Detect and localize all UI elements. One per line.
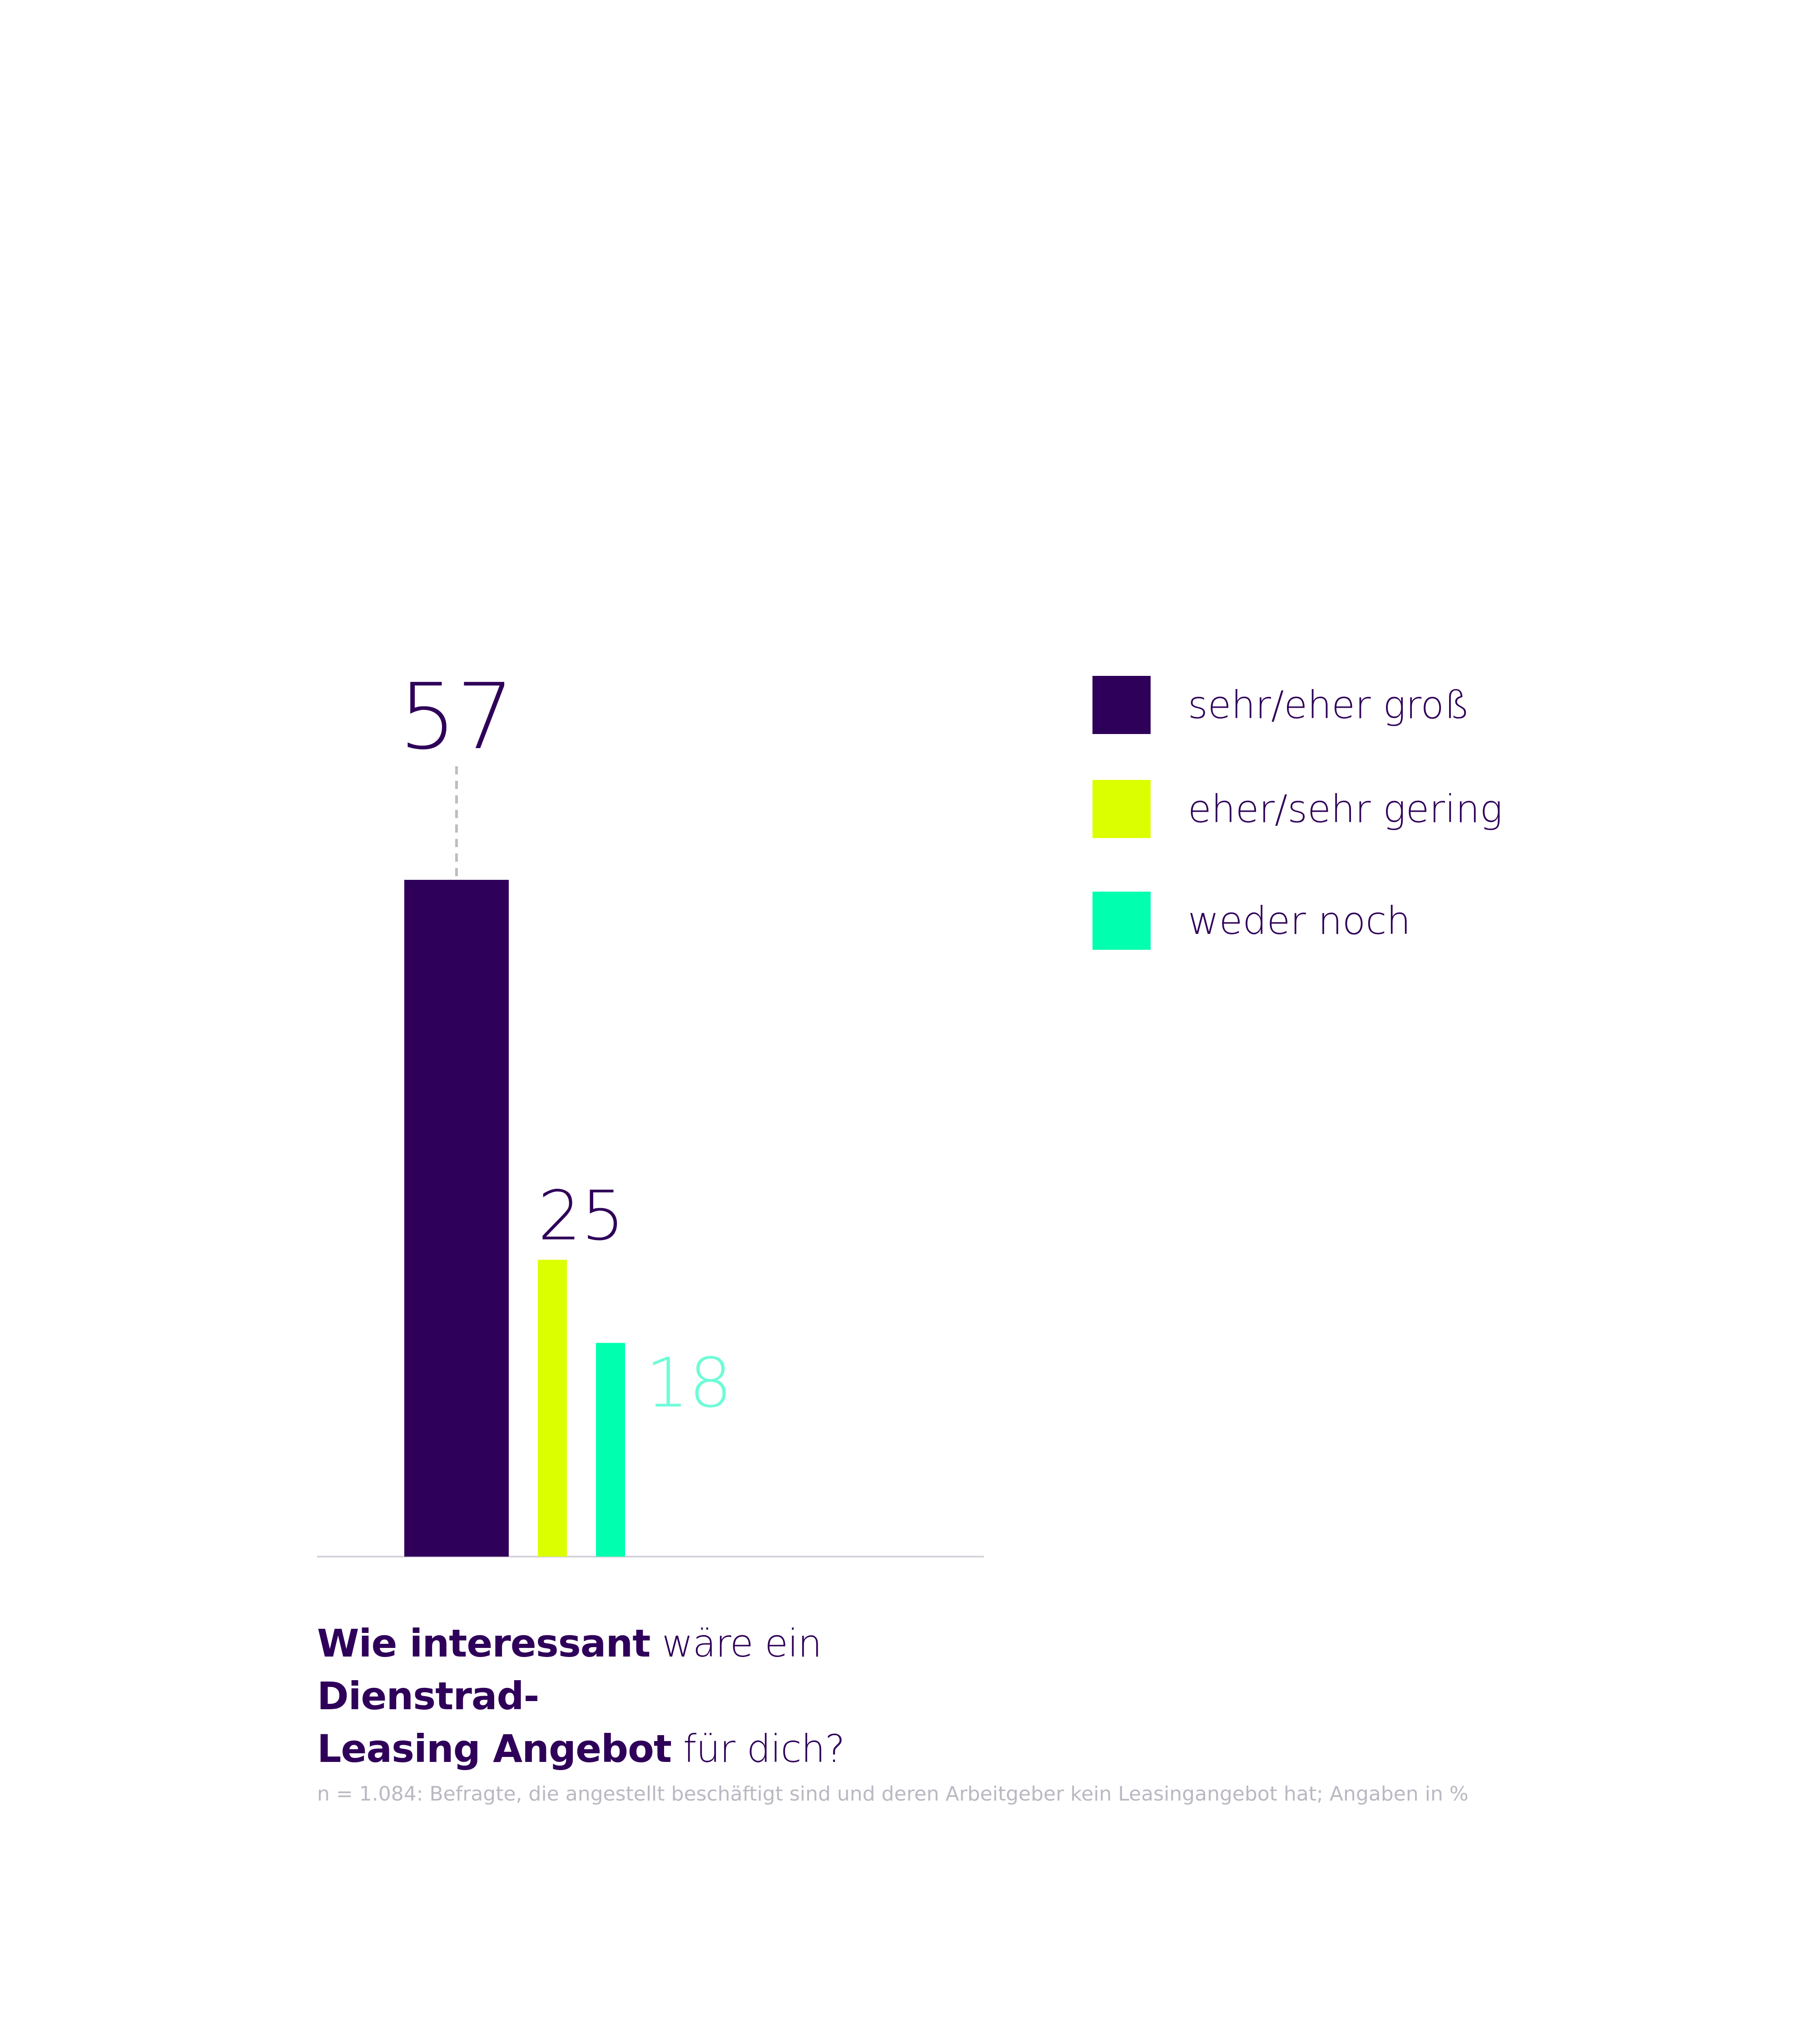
- question-emphasis: Wie interessant: [317, 1621, 650, 1666]
- value-label-eher-sehr-gering: 25: [538, 1176, 625, 1255]
- value-label-weder-noch: 18: [645, 1344, 732, 1423]
- bar-sehr-eher-gross: [404, 880, 509, 1557]
- value-label-sehr-eher-gross: 57: [399, 664, 515, 770]
- legend-label: eher/sehr gering: [1188, 787, 1503, 831]
- legend-item-eher-sehr-gering: eher/sehr gering: [1092, 779, 1503, 838]
- legend-swatch: [1092, 676, 1151, 734]
- question-emphasis: Dienstrad-: [317, 1674, 540, 1718]
- chart-question: Wie interessant wäre ein Dienstrad- Leasi…: [317, 1617, 1026, 1775]
- bar-eher-sehr-gering: [538, 1260, 567, 1557]
- bar-weder-noch: [596, 1343, 625, 1557]
- question-emphasis: Leasing Angebot: [317, 1726, 672, 1771]
- legend-swatch: [1092, 780, 1151, 838]
- legend-item-weder-noch: weder noch: [1092, 891, 1411, 950]
- value-labels-layer: 57 25 18: [399, 664, 732, 1423]
- legend-swatch: [1092, 892, 1151, 950]
- legend-item-sehr-eher-gross: sehr/eher groß: [1092, 675, 1470, 734]
- legend-label: weder noch: [1188, 898, 1411, 943]
- footnote: n = 1.084: Befragte, die angestellt besc…: [317, 1782, 1469, 1806]
- legend-label: sehr/eher groß: [1188, 683, 1470, 727]
- bars-layer: [404, 880, 625, 1557]
- question-text: wäre ein: [650, 1621, 822, 1666]
- question-text: für dich?: [671, 1726, 845, 1771]
